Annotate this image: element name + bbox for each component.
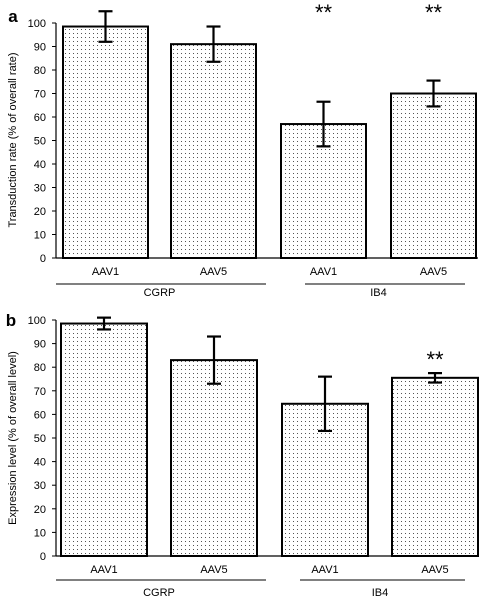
significance-mark: ** [315,0,333,25]
bar [62,25,149,260]
bar [170,359,258,557]
group-label: CGRP [143,587,175,599]
bar [170,43,257,260]
panel-label: b [6,311,16,330]
y-tick-label: 60 [34,112,46,124]
bar [391,376,479,557]
y-tick-label: 50 [34,136,46,148]
category-label: AAV1 [92,266,119,278]
significance-mark: ** [425,0,443,25]
y-tick-label: 90 [34,339,46,351]
y-axis-title: Transduction rate (% of overall rate) [7,52,19,227]
y-axis-title: Expression level (% of overall level) [7,351,19,525]
category-label: AAV5 [421,564,448,576]
y-tick-label: 70 [34,89,46,101]
group-label: IB4 [370,287,387,299]
category-label: AAV1 [311,564,338,576]
y-tick-label: 40 [34,457,46,469]
bar [390,92,477,259]
bar [60,322,148,558]
y-tick-label: 0 [40,253,46,265]
y-tick-label: 100 [28,315,46,327]
y-tick-label: 80 [34,65,46,77]
y-tick-label: 60 [34,409,46,421]
y-tick-label: 0 [40,551,46,563]
y-tick-label: 80 [34,362,46,374]
y-tick-label: 20 [34,504,46,516]
panel-label: a [8,7,18,26]
y-tick-label: 100 [28,18,46,30]
group-label: CGRP [144,287,176,299]
y-tick-label: 50 [34,433,46,445]
category-label: AAV1 [310,266,337,278]
y-tick-label: 20 [34,206,46,218]
category-label: AAV5 [200,266,227,278]
y-tick-label: 40 [34,159,46,171]
y-tick-label: 90 [34,42,46,54]
category-label: AAV5 [200,564,227,576]
significance-mark: ** [426,347,444,372]
category-label: AAV5 [420,266,447,278]
y-tick-label: 70 [34,386,46,398]
group-label: IB4 [372,587,389,599]
y-tick-label: 10 [34,527,46,539]
category-label: AAV1 [90,564,117,576]
y-tick-label: 30 [34,183,46,195]
y-tick-label: 30 [34,480,46,492]
y-tick-label: 10 [34,230,46,242]
